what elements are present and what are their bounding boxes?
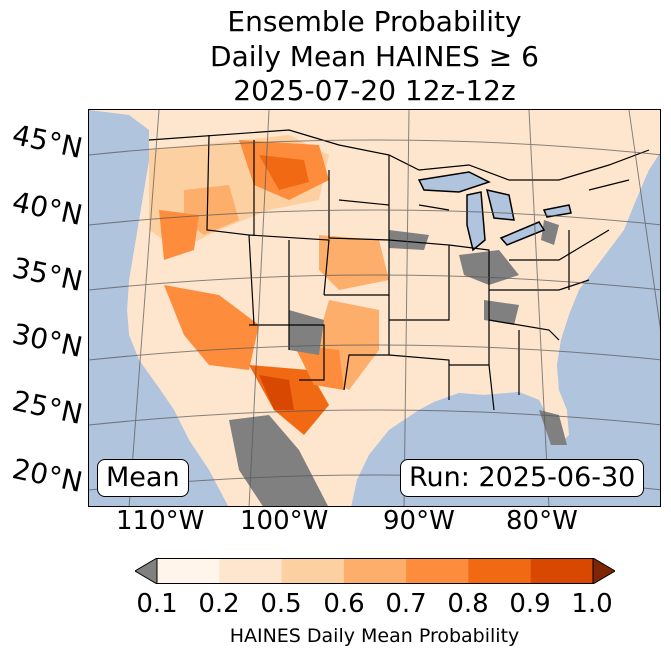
colorbar-bin [530,558,594,584]
title-line-2: Daily Mean HAINES ≥ 6 [210,40,539,73]
pacific-ocean [89,110,228,506]
lat-label-45: 45°N [9,118,86,165]
colorbar-tick-0: 0.1 [136,589,178,619]
lon-label-90: 90°W [383,506,455,536]
lon-label-110: 110°W [116,506,205,536]
colorbar-bin [157,558,220,584]
colorbar-tick-6: 0.9 [509,589,551,619]
title-line-1: Ensemble Probability [227,5,522,38]
stat-box-mean: Mean [97,459,189,497]
lat-label-30: 30°N [9,317,86,364]
colorbar-bin [343,558,407,584]
run-date-box: Run: 2025-06-30 [400,459,645,497]
lon-label-80: 80°W [506,506,578,536]
colorbar-bin [406,558,469,584]
colorbar-tick-4: 0.7 [385,589,427,619]
map-panel [88,109,661,507]
colorbar-tick-2: 0.5 [260,589,302,619]
colorbar-tick-7: 1.0 [571,589,613,619]
colorbar-bin [281,558,345,584]
colorbar-bin [219,558,283,584]
great-lakes [417,171,572,252]
probability-shading [149,135,389,435]
lat-label-20: 20°N [9,452,86,499]
title-line-3: 2025-07-20 12z-12z [233,74,516,107]
colorbar-tick-5: 0.8 [447,589,489,619]
lat-label-35: 35°N [9,251,86,298]
lat-label-25: 25°N [9,384,86,431]
colorbar [135,558,615,584]
map-svg [89,110,660,506]
lon-label-100: 100°W [240,506,329,536]
colorbar-tick-1: 0.2 [198,589,240,619]
colorbar-bin [468,558,532,584]
colorbar-tick-3: 0.6 [323,589,365,619]
colorbar-over-arrow [592,558,615,584]
lat-label-40: 40°N [9,185,86,232]
colorbar-label: HAINES Daily Mean Probability [229,625,520,647]
colorbar-under-arrow [135,558,158,584]
state-borders [148,129,650,411]
colorbar-outline [156,558,594,584]
missing-data [229,220,567,506]
